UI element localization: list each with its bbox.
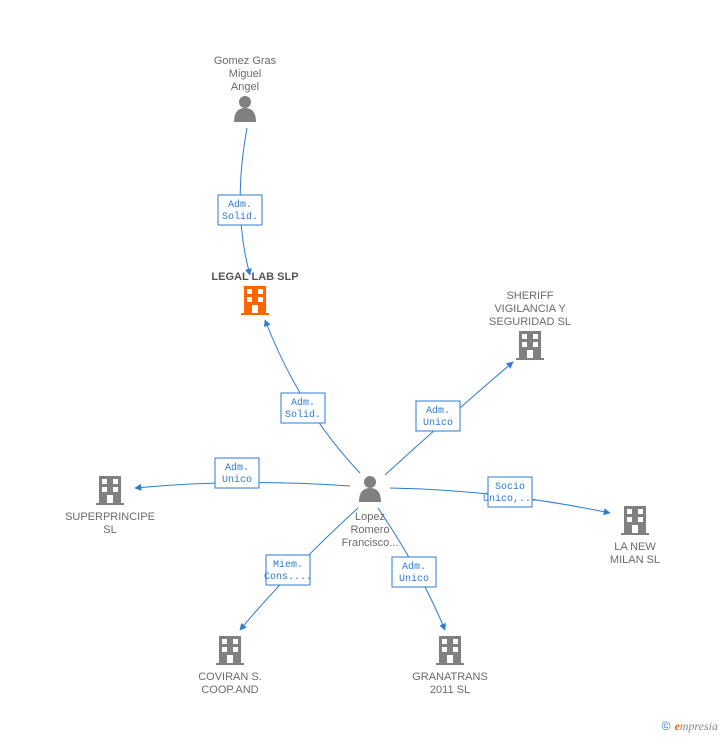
node-sheriff[interactable]: SHERIFFVIGILANCIA YSEGURIDAD SL [489, 290, 571, 360]
edge-label-text: Unico [423, 417, 453, 429]
node-label: GRANATRANS [412, 671, 488, 683]
edge-label-text: Cons.... [264, 572, 312, 583]
edge-label-text: Socio [495, 481, 525, 493]
person-icon [234, 96, 256, 122]
building-icon [96, 476, 124, 505]
node-label: LA NEW [614, 541, 656, 553]
node-label: COVIRAN S. [198, 671, 262, 683]
edge-label-text: Adm. [228, 199, 252, 211]
node-granatrans[interactable]: GRANATRANS2011 SL [412, 636, 488, 696]
node-label: SL [103, 524, 116, 536]
node-label: Romero [350, 524, 389, 536]
edge-label-text: Adm. [225, 462, 249, 474]
node-label: 2011 SL [430, 684, 470, 696]
node-label: Miguel [229, 68, 261, 80]
network-diagram: Adm.Solid.Adm.Solid.Adm.UnicoAdm.UnicoSo… [0, 0, 728, 740]
building-icon [216, 636, 244, 665]
person-icon [359, 476, 381, 502]
node-label: Angel [231, 81, 259, 93]
edge-label-text: Solid. [222, 211, 258, 223]
edge-label-text: Adm. [426, 405, 450, 417]
node-gomez[interactable]: Gomez GrasMiguelAngel [214, 55, 277, 122]
building-icon [241, 286, 269, 315]
node-label: Francisco... [342, 537, 399, 549]
edge-label-text: Adm. [291, 397, 315, 409]
edge-label-text: Único,... [483, 491, 537, 505]
building-icon [516, 331, 544, 360]
edge-label-text: Miem. [273, 559, 303, 571]
node-label: SEGURIDAD SL [489, 316, 571, 328]
edge-label-text: Unico [222, 474, 252, 486]
node-coviran[interactable]: COVIRAN S.COOP.AND [198, 636, 262, 696]
node-label: Lopez [355, 511, 385, 523]
node-legal[interactable]: LEGAL LAB SLP [211, 271, 298, 315]
node-label: LEGAL LAB SLP [211, 271, 298, 283]
building-icon [436, 636, 464, 665]
node-label: SUPERPRINCIPE [65, 511, 155, 523]
edge-label-text: Adm. [402, 561, 426, 573]
edge-label-text: Solid. [285, 409, 321, 421]
node-label: Gomez Gras [214, 55, 277, 67]
copyright-label: ©​empresia [662, 719, 718, 734]
node-lopez[interactable]: LopezRomeroFrancisco... [342, 476, 399, 549]
node-label: COOP.AND [201, 684, 258, 696]
node-label: MILAN SL [610, 554, 660, 566]
node-lanew[interactable]: LA NEWMILAN SL [610, 506, 660, 566]
node-super[interactable]: SUPERPRINCIPESL [65, 476, 155, 536]
node-label: VIGILANCIA Y [494, 303, 566, 315]
node-label: SHERIFF [506, 290, 553, 302]
building-icon [621, 506, 649, 535]
edge-label-text: Unico [399, 573, 429, 585]
